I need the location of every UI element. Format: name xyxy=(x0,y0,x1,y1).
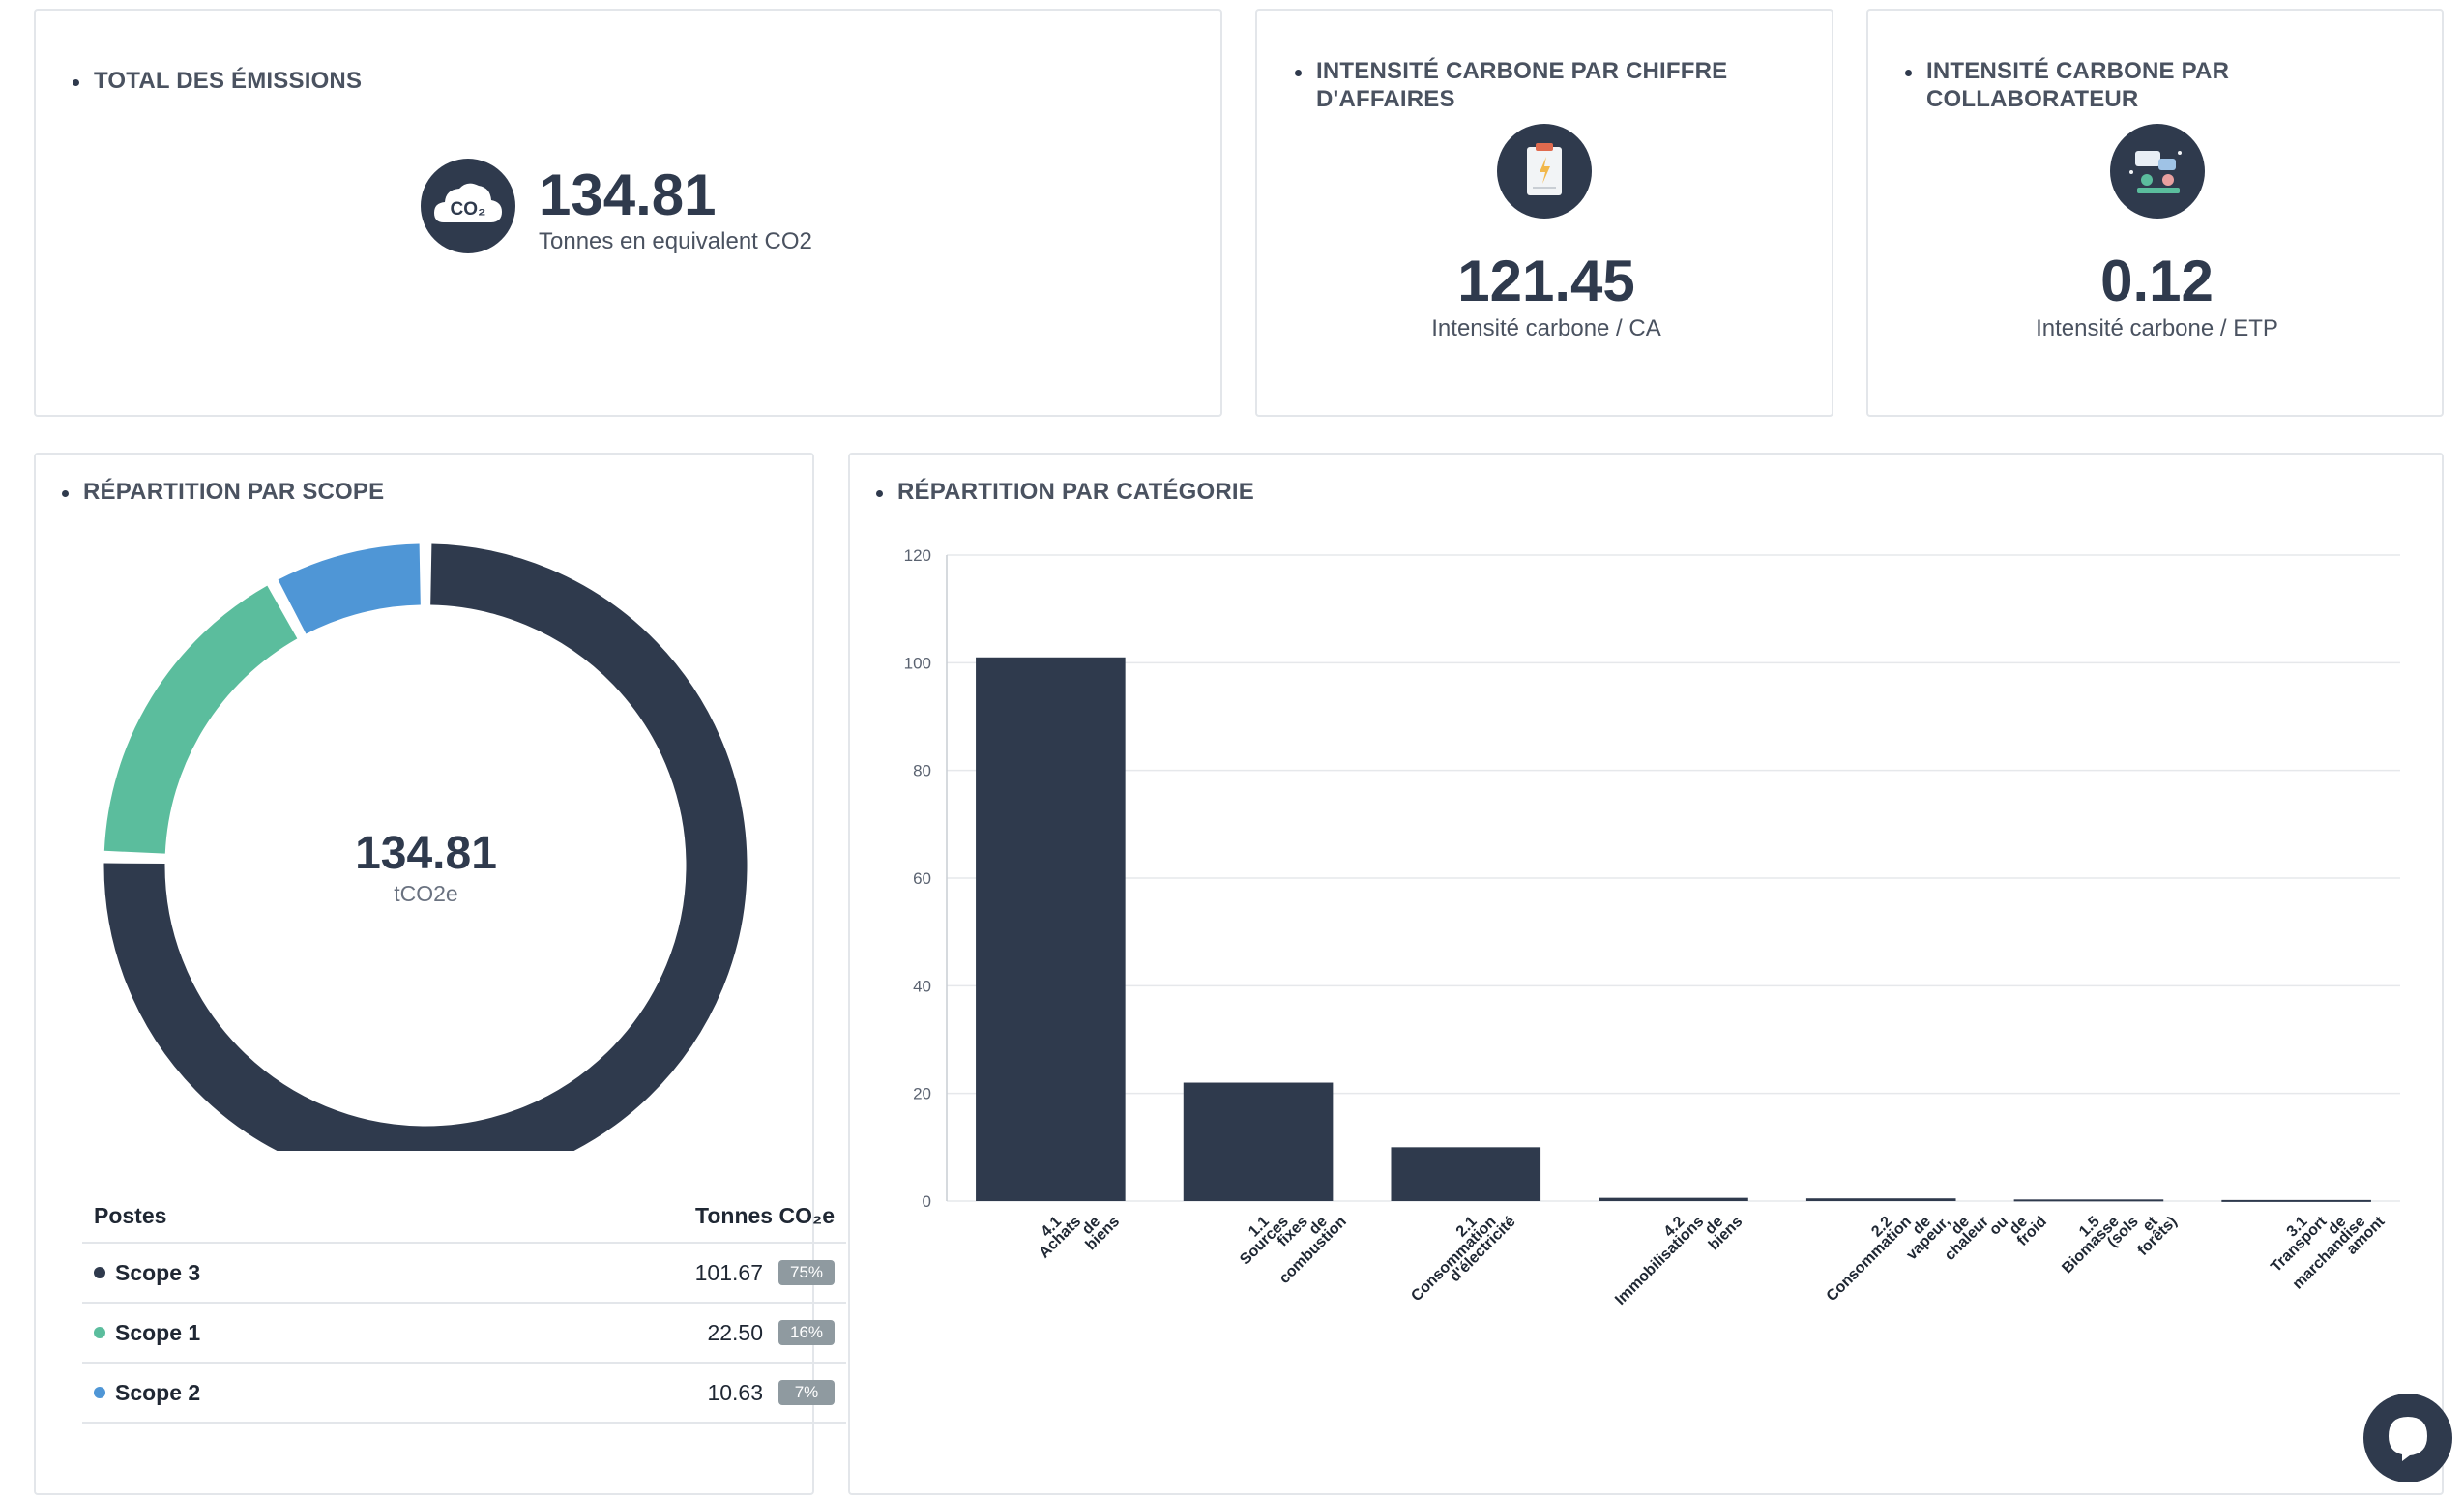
scope-breakdown-card: RÉPARTITION PAR SCOPE 134.81 tCO2e Poste… xyxy=(34,453,846,1495)
donut-center-value: 134.81 xyxy=(355,828,497,879)
chat-icon xyxy=(2389,1417,2427,1461)
y-tick-label: 100 xyxy=(904,654,931,672)
scope-breakdown-title: RÉPARTITION PAR SCOPE xyxy=(61,479,385,505)
total-emissions-title: TOTAL DES ÉMISSIONS xyxy=(72,68,363,94)
scope-value: 10.63 xyxy=(707,1379,763,1405)
percent-badge: 16% xyxy=(778,1320,835,1345)
intensity-ca-label: Intensité carbone / CA xyxy=(1431,315,1661,341)
table-row: Scope 2 10.63 7% xyxy=(82,1364,846,1424)
table-row: Scope 1 22.50 16% xyxy=(82,1304,846,1364)
bar-5[interactable] xyxy=(1805,1198,1956,1201)
intensity-etp-value: 0.12 xyxy=(2100,249,2214,313)
intensity-ca-card: INTENSITÉ CARBONE PAR CHIFFRE D'AFFAIRES… xyxy=(1255,9,1833,417)
scope-table-header: Postes Tonnes CO₂e xyxy=(82,1189,846,1244)
total-emissions-value: 134.81 xyxy=(539,162,717,227)
postes-header: Postes xyxy=(94,1202,167,1228)
scope-name: Scope 3 xyxy=(115,1259,201,1285)
y-tick-label: 80 xyxy=(913,762,931,780)
y-tick-label: 0 xyxy=(923,1192,931,1211)
x-tick-label: 2.1Consommationd'électricité xyxy=(1398,1194,1518,1314)
y-tick-label: 40 xyxy=(913,977,931,995)
y-tick-label: 20 xyxy=(913,1085,931,1103)
co2-cloud-icon: CO₂ xyxy=(421,159,515,253)
x-tick-label: 2.2Consommationdevapeur,dechaleuroudefro… xyxy=(1814,1136,2050,1372)
bar-7[interactable] xyxy=(2221,1199,2371,1202)
tonnes-header: Tonnes CO₂e xyxy=(695,1202,835,1228)
scope-name: Scope 2 xyxy=(115,1379,201,1405)
clipboard-icon xyxy=(1497,124,1592,219)
intensity-ca-value: 121.45 xyxy=(1457,249,1635,313)
x-tick-label: 4.2Immobilisationsdebiens xyxy=(1602,1185,1745,1328)
bar-2[interactable] xyxy=(1183,1082,1334,1201)
scope-table: Postes Tonnes CO₂e Scope 3 101.67 75% Sc… xyxy=(82,1189,846,1424)
bar-6[interactable] xyxy=(2013,1199,2164,1202)
intensity-ca-title: INTENSITÉ CARBONE PAR CHIFFRE D'AFFAIRES xyxy=(1294,58,1728,112)
donut-slice-scope-2[interactable] xyxy=(278,543,422,634)
scope-donut-chart xyxy=(103,543,748,1151)
category-breakdown-card: RÉPARTITION PAR CATÉGORIE 0 20 40 60 80 100 12… xyxy=(848,453,2444,1495)
donut-slice-scope-3[interactable] xyxy=(103,543,748,1151)
y-tick-label: 120 xyxy=(904,546,931,565)
team-meeting-icon xyxy=(2110,124,2205,219)
total-emissions-unit: Tonnes en equivalent CO2 xyxy=(539,228,812,254)
scope-value: 101.67 xyxy=(694,1259,763,1285)
scope-1-dot xyxy=(94,1327,105,1338)
chat-button[interactable] xyxy=(2363,1394,2452,1482)
bar-4[interactable] xyxy=(1599,1197,1748,1201)
y-tick-label: 60 xyxy=(913,869,931,888)
intensity-etp-card: INTENSITÉ CARBONE PAR COLLABORATEUR 0.12… xyxy=(1866,9,2444,417)
intensity-etp-title: INTENSITÉ CARBONE PAR COLLABORATEUR xyxy=(1904,58,2230,112)
donut-slice-scope-1[interactable] xyxy=(103,585,298,855)
bar-3[interactable] xyxy=(1391,1147,1541,1201)
donut-center-unit: tCO2e xyxy=(394,881,458,906)
scope-name: Scope 1 xyxy=(115,1319,201,1345)
x-tick-label: 1.5Biomasse(solsetforêts) xyxy=(2049,1175,2180,1306)
bar-1[interactable] xyxy=(976,657,1126,1201)
scope-2-dot xyxy=(94,1387,105,1398)
svg-text:CO₂: CO₂ xyxy=(451,199,486,220)
intensity-etp-label: Intensité carbone / ETP xyxy=(2036,315,2278,341)
scope-3-dot xyxy=(94,1267,105,1278)
table-row: Scope 3 101.67 75% xyxy=(82,1244,846,1304)
percent-badge: 7% xyxy=(778,1380,835,1405)
category-breakdown-title: RÉPARTITION PAR CATÉGORIE xyxy=(875,479,1255,505)
scope-value: 22.50 xyxy=(707,1319,763,1345)
percent-badge: 75% xyxy=(778,1260,835,1285)
total-emissions-card: TOTAL DES ÉMISSIONS CO₂ 134.81 Tonnes en… xyxy=(34,9,1222,417)
x-tick-label: 3.1Transportdemarchandiseamont xyxy=(2258,1174,2389,1305)
